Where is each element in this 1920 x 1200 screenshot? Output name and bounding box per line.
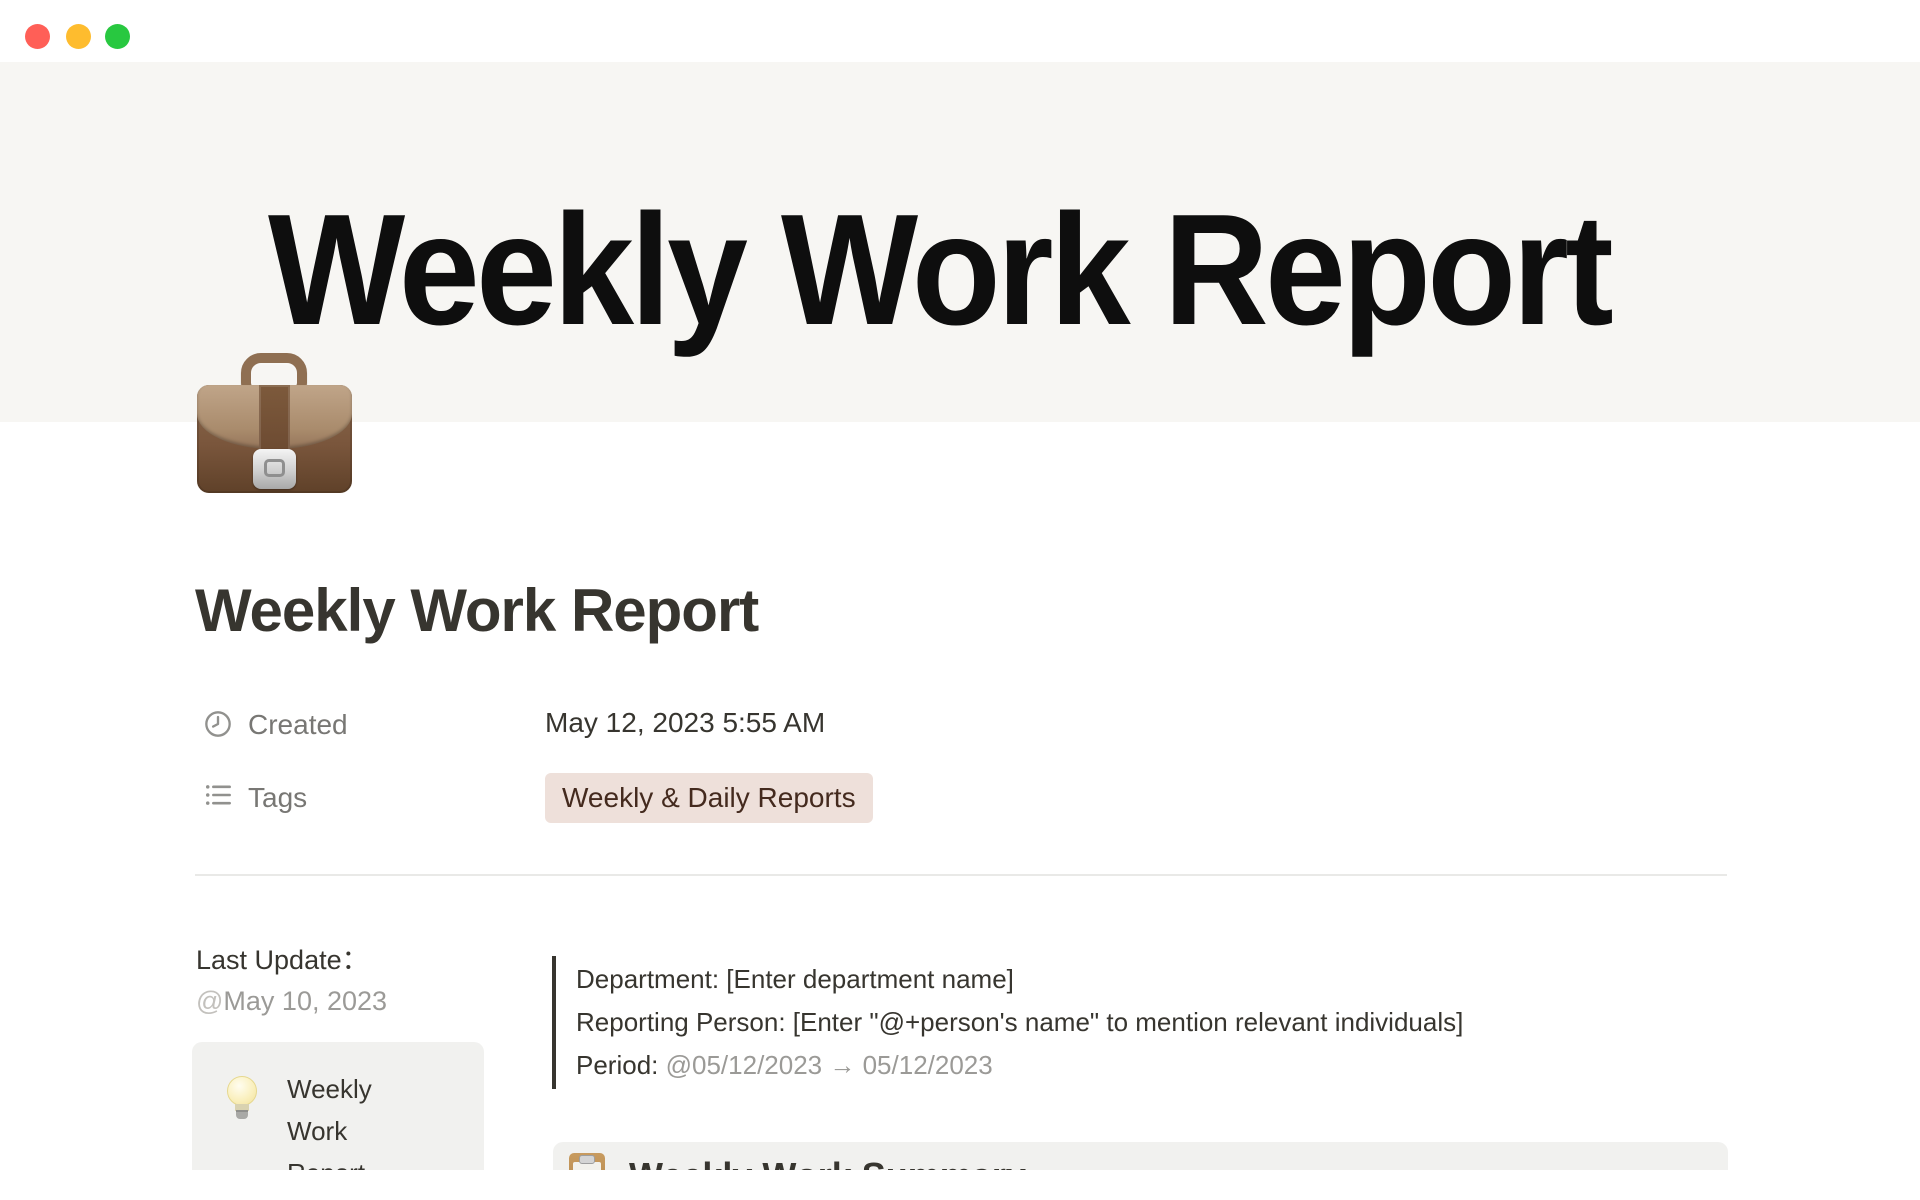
last-update-date-mention[interactable]: @May 10, 2023: [196, 988, 387, 1015]
close-window-button[interactable]: [25, 24, 50, 49]
cover-title: Weekly Work Report: [268, 182, 1614, 358]
period-label: Period:: [576, 1050, 666, 1080]
briefcase-clasp: [253, 449, 296, 489]
clipboard-emoji-icon: [569, 1153, 605, 1170]
divider: [195, 874, 1727, 876]
quote-line-period[interactable]: Period: @05/12/2023 → 05/12/2023: [576, 1044, 1732, 1087]
section-heading[interactable]: Weekly Work Summary: [629, 1154, 1026, 1170]
page-cover[interactable]: Weekly Work Report: [0, 62, 1920, 422]
property-label-created[interactable]: Created: [248, 709, 348, 740]
minimize-window-button[interactable]: [66, 24, 91, 49]
at-sign: @: [196, 986, 224, 1016]
page-title[interactable]: Weekly Work Report: [195, 577, 759, 644]
at-sign: @: [665, 1050, 693, 1080]
period-date-range[interactable]: 05/12/2023 → 05/12/2023: [692, 1050, 993, 1080]
property-label-tags[interactable]: Tags: [248, 782, 308, 813]
briefcase-emoji-icon[interactable]: [197, 353, 352, 493]
window-titlebar: [0, 0, 1920, 62]
lightbulb-emoji-icon: [225, 1076, 259, 1122]
zoom-window-button[interactable]: [105, 24, 130, 49]
quote-line-department[interactable]: Department: [Enter department name]: [576, 964, 1014, 994]
clock-icon: [205, 711, 231, 737]
quote-block[interactable]: Department: [Enter department name] Repo…: [552, 956, 1732, 1089]
property-value-created[interactable]: May 12, 2023 5:55 AM: [545, 707, 826, 738]
quote-line-reporting-person[interactable]: Reporting Person: [Enter "@+person's nam…: [576, 1007, 1464, 1037]
list-icon: [205, 785, 231, 805]
last-update-label[interactable]: Last Update：: [196, 945, 369, 975]
callout-text[interactable]: Weekly Work Report: [287, 1074, 372, 1170]
tag-badge[interactable]: Weekly & Daily Reports: [545, 773, 873, 823]
clipped-bottom-region: Weekly Work Report Weekly Work Summary: [0, 1040, 1920, 1170]
last-update-date: May 10, 2023: [223, 986, 388, 1016]
callout-weekly-work-summary[interactable]: Weekly Work Summary: [553, 1142, 1728, 1170]
callout-weekly-work-report[interactable]: Weekly Work Report: [192, 1042, 484, 1170]
